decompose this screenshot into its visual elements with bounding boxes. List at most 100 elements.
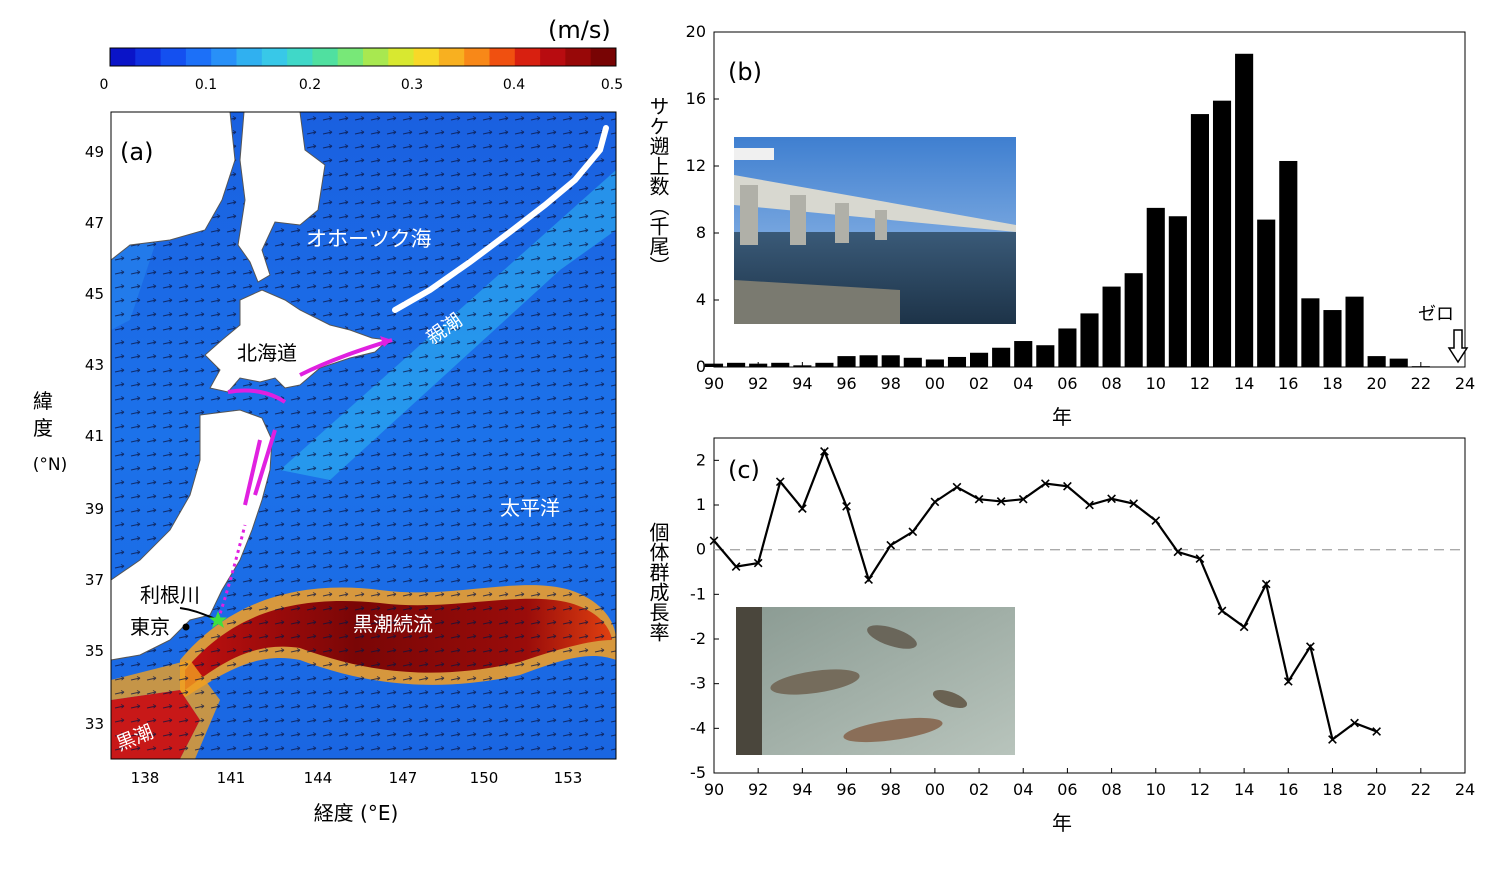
colorbar-segment [312, 48, 339, 66]
data-point-marker [731, 562, 741, 572]
photo-salmon [736, 607, 1015, 755]
bar [1080, 313, 1099, 367]
bar [1389, 358, 1408, 367]
data-point-marker [820, 447, 829, 456]
bar [1257, 219, 1276, 367]
lat-tick: 39 [85, 500, 104, 518]
y-tick-label: 0 [696, 357, 706, 376]
bar [1014, 341, 1033, 367]
colorbar-segment [514, 48, 541, 66]
land-continent [110, 111, 236, 262]
bar [1345, 296, 1364, 367]
x-tick-label: 00 [925, 780, 945, 799]
data-point-marker [930, 497, 940, 507]
bar [947, 356, 967, 367]
data-point-marker [952, 482, 962, 492]
data-point-marker [864, 575, 873, 584]
colorbar-segment [160, 48, 187, 66]
chart-c-xlabel: 年 [1052, 811, 1072, 835]
data-point-marker [1283, 677, 1293, 686]
colorbar-segment [337, 48, 364, 66]
lon-tick: 147 [389, 769, 418, 787]
colorbar-segment [110, 48, 136, 66]
data-point-marker [1018, 494, 1028, 504]
x-tick-label: 92 [748, 374, 768, 393]
x-tick-label: 18 [1322, 780, 1342, 799]
y-tick-label: 16 [686, 89, 706, 108]
x-tick-label: 20 [1366, 374, 1386, 393]
bar [771, 362, 790, 367]
colorbar-segment [438, 48, 465, 66]
panel-label-b: (b) [728, 58, 762, 86]
colorbar-segment [287, 48, 313, 66]
colorbar-tick: 0 [100, 77, 109, 93]
bar [1301, 298, 1320, 367]
x-tick-label: 16 [1278, 374, 1298, 393]
colorbar-segment [261, 48, 288, 66]
migration-path-dotted [216, 524, 247, 621]
map-xlabel: 経度 (°E) [314, 801, 399, 825]
bar [1102, 286, 1121, 367]
zero-arrow-icon [1447, 329, 1469, 364]
colorbar-frame [109, 47, 617, 67]
data-point-marker [709, 536, 719, 546]
zero-label: ゼロ [1418, 304, 1454, 325]
colorbar-segment [464, 48, 490, 66]
x-tick-label: 06 [1057, 780, 1077, 799]
bar [1367, 356, 1386, 367]
lat-tick: 49 [85, 143, 104, 161]
panel-label-c: (c) [728, 456, 760, 484]
bar [970, 352, 989, 367]
colorbar-segment [211, 48, 237, 66]
x-tick-label: 24 [1455, 780, 1475, 799]
y-tick-label: -1 [690, 584, 706, 603]
colorbar-segment [363, 48, 389, 66]
lat-tick: 43 [85, 356, 104, 374]
bar [1058, 328, 1077, 367]
map-frame [110, 111, 617, 760]
map-ylabel-unit: (°N) [33, 455, 67, 475]
data-point-marker [753, 558, 763, 568]
colorbar-segment [185, 48, 212, 66]
bar [881, 355, 900, 367]
bar [1124, 273, 1143, 367]
colorbar-segment [413, 48, 440, 66]
lat-tick: 41 [85, 427, 104, 445]
data-point-marker [1063, 481, 1072, 491]
data-point-marker [1328, 735, 1337, 744]
x-tick-label: 06 [1057, 374, 1077, 393]
bar [1279, 160, 1298, 367]
x-tick-label: 02 [969, 780, 989, 799]
panel-label-a: (a) [120, 138, 153, 166]
y-tick-label: 1 [696, 495, 706, 514]
data-point-marker [1151, 516, 1161, 525]
current-map: (a) オホーツク海 北海道 親潮 太平洋 利根川 東京 黒潮続流 黒潮 49 … [33, 111, 617, 825]
label-tokyo: 東京 [130, 615, 170, 639]
lon-tick: 138 [131, 769, 160, 787]
land-sakhalin [237, 111, 326, 283]
colorbar-segment [236, 48, 263, 66]
data-point-marker [1350, 718, 1359, 728]
map-ylabel-2: 度 [33, 416, 53, 440]
x-tick-label: 14 [1234, 374, 1254, 393]
x-tick-label: 10 [1146, 780, 1166, 799]
x-tick-label: 12 [1190, 780, 1210, 799]
x-tick-label: 90 [704, 780, 724, 799]
lon-tick: 144 [304, 769, 333, 787]
data-point-marker [886, 540, 896, 550]
data-point-marker [842, 501, 851, 511]
y-tick-label: 12 [686, 156, 706, 175]
data-point-marker [974, 494, 984, 504]
river-mouth-star [209, 611, 227, 628]
data-point-marker [1107, 494, 1116, 504]
colorbar-tick: 0.4 [503, 77, 525, 93]
x-tick-label: 92 [748, 780, 768, 799]
chart-c-growth-rate: 90 92 94 96 98 00 02 04 06 08 10 12 14 16 18 20 22 24210-… [646, 437, 1475, 835]
data-point-marker [1040, 479, 1050, 488]
x-tick-label: 90 [704, 374, 724, 393]
colorbar-segment [565, 48, 592, 66]
y-tick-label: -3 [690, 674, 706, 693]
data-point-marker [797, 504, 807, 513]
y-tick-label: -5 [690, 763, 706, 782]
